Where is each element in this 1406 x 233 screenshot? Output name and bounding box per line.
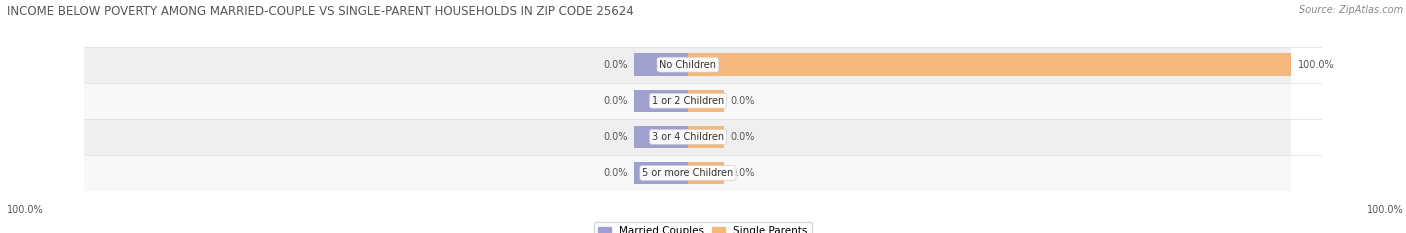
Text: 0.0%: 0.0% xyxy=(730,96,755,106)
Text: 100.0%: 100.0% xyxy=(7,205,44,215)
Text: 0.0%: 0.0% xyxy=(603,60,627,70)
Bar xyxy=(688,53,1292,76)
Legend: Married Couples, Single Parents: Married Couples, Single Parents xyxy=(595,222,811,233)
Bar xyxy=(84,47,1292,83)
Text: Source: ZipAtlas.com: Source: ZipAtlas.com xyxy=(1299,5,1403,15)
Text: 100.0%: 100.0% xyxy=(1298,60,1334,70)
Bar xyxy=(688,162,724,184)
Text: INCOME BELOW POVERTY AMONG MARRIED-COUPLE VS SINGLE-PARENT HOUSEHOLDS IN ZIP COD: INCOME BELOW POVERTY AMONG MARRIED-COUPL… xyxy=(7,5,634,18)
Text: 3 or 4 Children: 3 or 4 Children xyxy=(652,132,724,142)
Bar xyxy=(688,89,724,112)
Text: 100.0%: 100.0% xyxy=(1367,205,1403,215)
Bar xyxy=(84,119,1292,155)
Bar xyxy=(634,162,688,184)
Bar xyxy=(84,155,1292,191)
Text: 0.0%: 0.0% xyxy=(730,168,755,178)
Text: 1 or 2 Children: 1 or 2 Children xyxy=(652,96,724,106)
Text: 0.0%: 0.0% xyxy=(603,168,627,178)
Text: 0.0%: 0.0% xyxy=(603,132,627,142)
Text: 0.0%: 0.0% xyxy=(603,96,627,106)
Text: No Children: No Children xyxy=(659,60,717,70)
Text: 5 or more Children: 5 or more Children xyxy=(643,168,734,178)
Text: 0.0%: 0.0% xyxy=(730,132,755,142)
Bar xyxy=(634,53,688,76)
Bar xyxy=(634,126,688,148)
Bar xyxy=(688,126,724,148)
Bar xyxy=(84,83,1292,119)
Bar xyxy=(634,89,688,112)
